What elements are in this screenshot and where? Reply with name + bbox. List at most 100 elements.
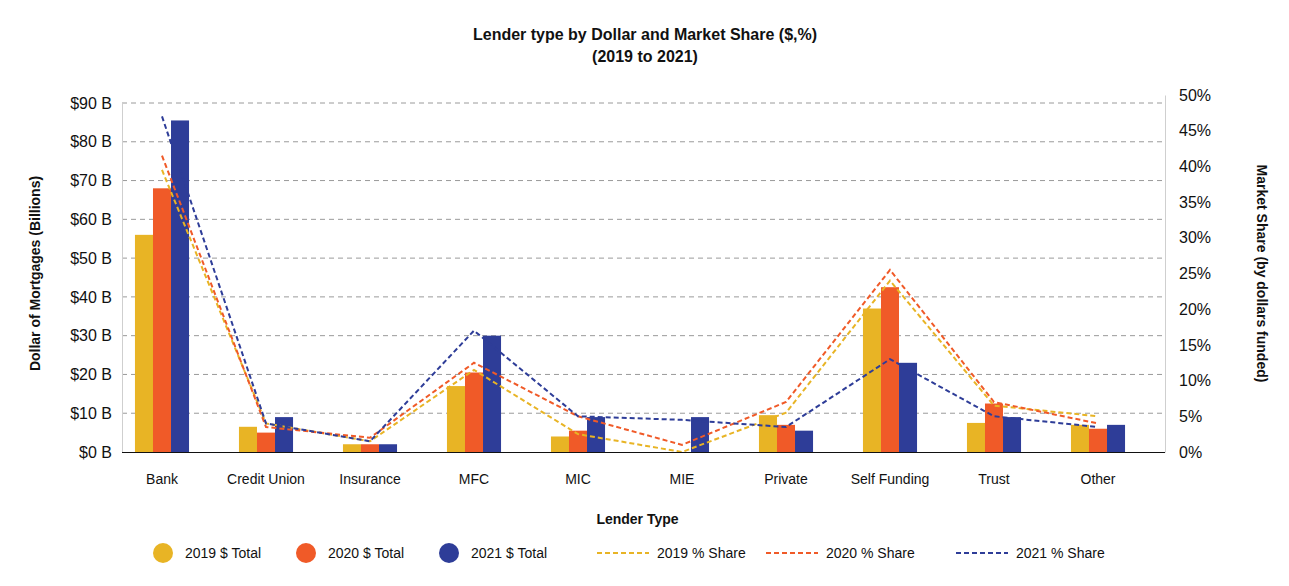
- bar: [795, 431, 813, 452]
- x-tick: Trust: [978, 452, 1009, 487]
- bar: [985, 404, 1003, 452]
- x-tick-label: MFC: [459, 471, 489, 487]
- x-tick: MFC: [459, 452, 489, 487]
- x-axis-line: [122, 452, 1165, 453]
- legend-line: [597, 552, 649, 554]
- x-tick-label: MIC: [565, 471, 591, 487]
- bar: [759, 415, 777, 452]
- grid-line: [122, 141, 1165, 142]
- line: [162, 170, 1098, 452]
- y2-tick-label: 50%: [1179, 87, 1211, 104]
- bar: [483, 336, 501, 452]
- subtitle: (2019 to 2021): [592, 48, 698, 65]
- bar: [1003, 417, 1021, 452]
- x-tick-label: Other: [1080, 471, 1115, 487]
- legend-label: 2019 % Share: [657, 545, 746, 561]
- y2-tick-label: 25%: [1179, 265, 1211, 282]
- x-tick-label: Trust: [978, 471, 1009, 487]
- plot-area: [135, 116, 1125, 452]
- y2-tick: 5%: [1165, 408, 1202, 425]
- y-tick: $70 B: [70, 172, 122, 189]
- y-axis-title: Dollar of Mortgages (Billions): [27, 176, 43, 371]
- legend-marker: [153, 543, 173, 563]
- x-axis-title: Lender Type: [596, 511, 678, 527]
- x-tick-label: MIE: [670, 471, 695, 487]
- bar: [343, 444, 361, 452]
- legend-item: 2020 $ Total: [296, 543, 404, 563]
- grid: [122, 103, 1165, 413]
- y-tick: $80 B: [70, 133, 122, 150]
- y-tick: $10 B: [70, 405, 122, 422]
- grid-line: [122, 374, 1165, 375]
- line: [162, 156, 1098, 445]
- legend-item: 2019 % Share: [597, 545, 746, 561]
- legend-marker: [439, 543, 459, 563]
- y2-axis-title: Market Share (by dollars funded): [1254, 165, 1270, 383]
- legend-item: 2021 $ Total: [439, 543, 547, 563]
- y-axis: $0 B$10 B$20 B$30 B$40 B$50 B$60 B$70 B$…: [70, 95, 122, 461]
- legend-label: 2021 % Share: [1016, 545, 1105, 561]
- y-tick-label: $40 B: [70, 289, 112, 306]
- grid-line: [122, 103, 1165, 104]
- bar: [655, 452, 673, 453]
- y-tick-label: $90 B: [70, 95, 112, 112]
- legend-item: 2020 % Share: [766, 545, 915, 561]
- grid-line: [122, 258, 1165, 259]
- y-tick-label: $30 B: [70, 327, 112, 344]
- y2-tick-label: 40%: [1179, 158, 1211, 175]
- y2-axis-line: [1165, 96, 1166, 453]
- y2-tick-label: 15%: [1179, 337, 1211, 354]
- bar: [967, 423, 985, 452]
- legend: 2019 $ Total2020 $ Total2021 $ Total2019…: [153, 543, 1105, 563]
- grid-line: [122, 335, 1165, 336]
- y2-tick: 10%: [1165, 372, 1211, 389]
- bar: [447, 386, 465, 452]
- bar: [153, 188, 171, 452]
- grid-line: [122, 180, 1165, 181]
- bar: [881, 287, 899, 452]
- x-tick: MIC: [565, 452, 591, 487]
- bar-series: [153, 188, 1107, 452]
- y2-tick: 25%: [1165, 265, 1211, 282]
- y2-axis: 0%5%10%15%20%25%30%35%40%45%50%: [1165, 87, 1211, 461]
- bar: [551, 436, 569, 452]
- x-tick-label: Credit Union: [227, 471, 305, 487]
- y-tick-label: $60 B: [70, 211, 112, 228]
- chart: Lender type by Dollar and Market Share (…: [0, 0, 1289, 586]
- grid-line: [122, 296, 1165, 297]
- bar: [275, 417, 293, 452]
- y2-tick-label: 5%: [1179, 408, 1202, 425]
- legend-item: 2021 % Share: [956, 545, 1105, 561]
- y2-tick: 35%: [1165, 194, 1211, 211]
- y-axis-line: [122, 104, 123, 453]
- bar: [379, 444, 397, 452]
- bar-series: [171, 120, 1125, 452]
- bar: [863, 309, 881, 452]
- x-tick: Private: [764, 452, 808, 487]
- bar: [899, 363, 917, 452]
- x-tick: Insurance: [339, 452, 401, 487]
- y2-tick-label: 10%: [1179, 372, 1211, 389]
- y-tick: $90 B: [70, 95, 122, 112]
- x-tick-label: Self Funding: [851, 471, 930, 487]
- title: Lender type by Dollar and Market Share (…: [473, 26, 817, 43]
- y-tick: $50 B: [70, 250, 122, 267]
- bar: [1071, 425, 1089, 452]
- x-tick: Self Funding: [851, 452, 930, 487]
- y-tick-label: $20 B: [70, 366, 112, 383]
- x-tick: Other: [1080, 452, 1115, 487]
- y-tick: $60 B: [70, 211, 122, 228]
- y2-tick: 30%: [1165, 229, 1211, 246]
- x-tick: Bank: [146, 452, 179, 487]
- bar: [135, 235, 153, 452]
- y2-tick-label: 20%: [1179, 301, 1211, 318]
- y2-tick: 15%: [1165, 337, 1211, 354]
- bar: [673, 452, 691, 453]
- y2-tick-label: 30%: [1179, 229, 1211, 246]
- y2-tick: 50%: [1165, 87, 1211, 104]
- x-tick: MIE: [670, 452, 695, 487]
- y2-tick-label: 35%: [1179, 194, 1211, 211]
- x-tick: Credit Union: [227, 452, 305, 487]
- bar: [239, 427, 257, 452]
- y2-tick: 0%: [1165, 444, 1202, 461]
